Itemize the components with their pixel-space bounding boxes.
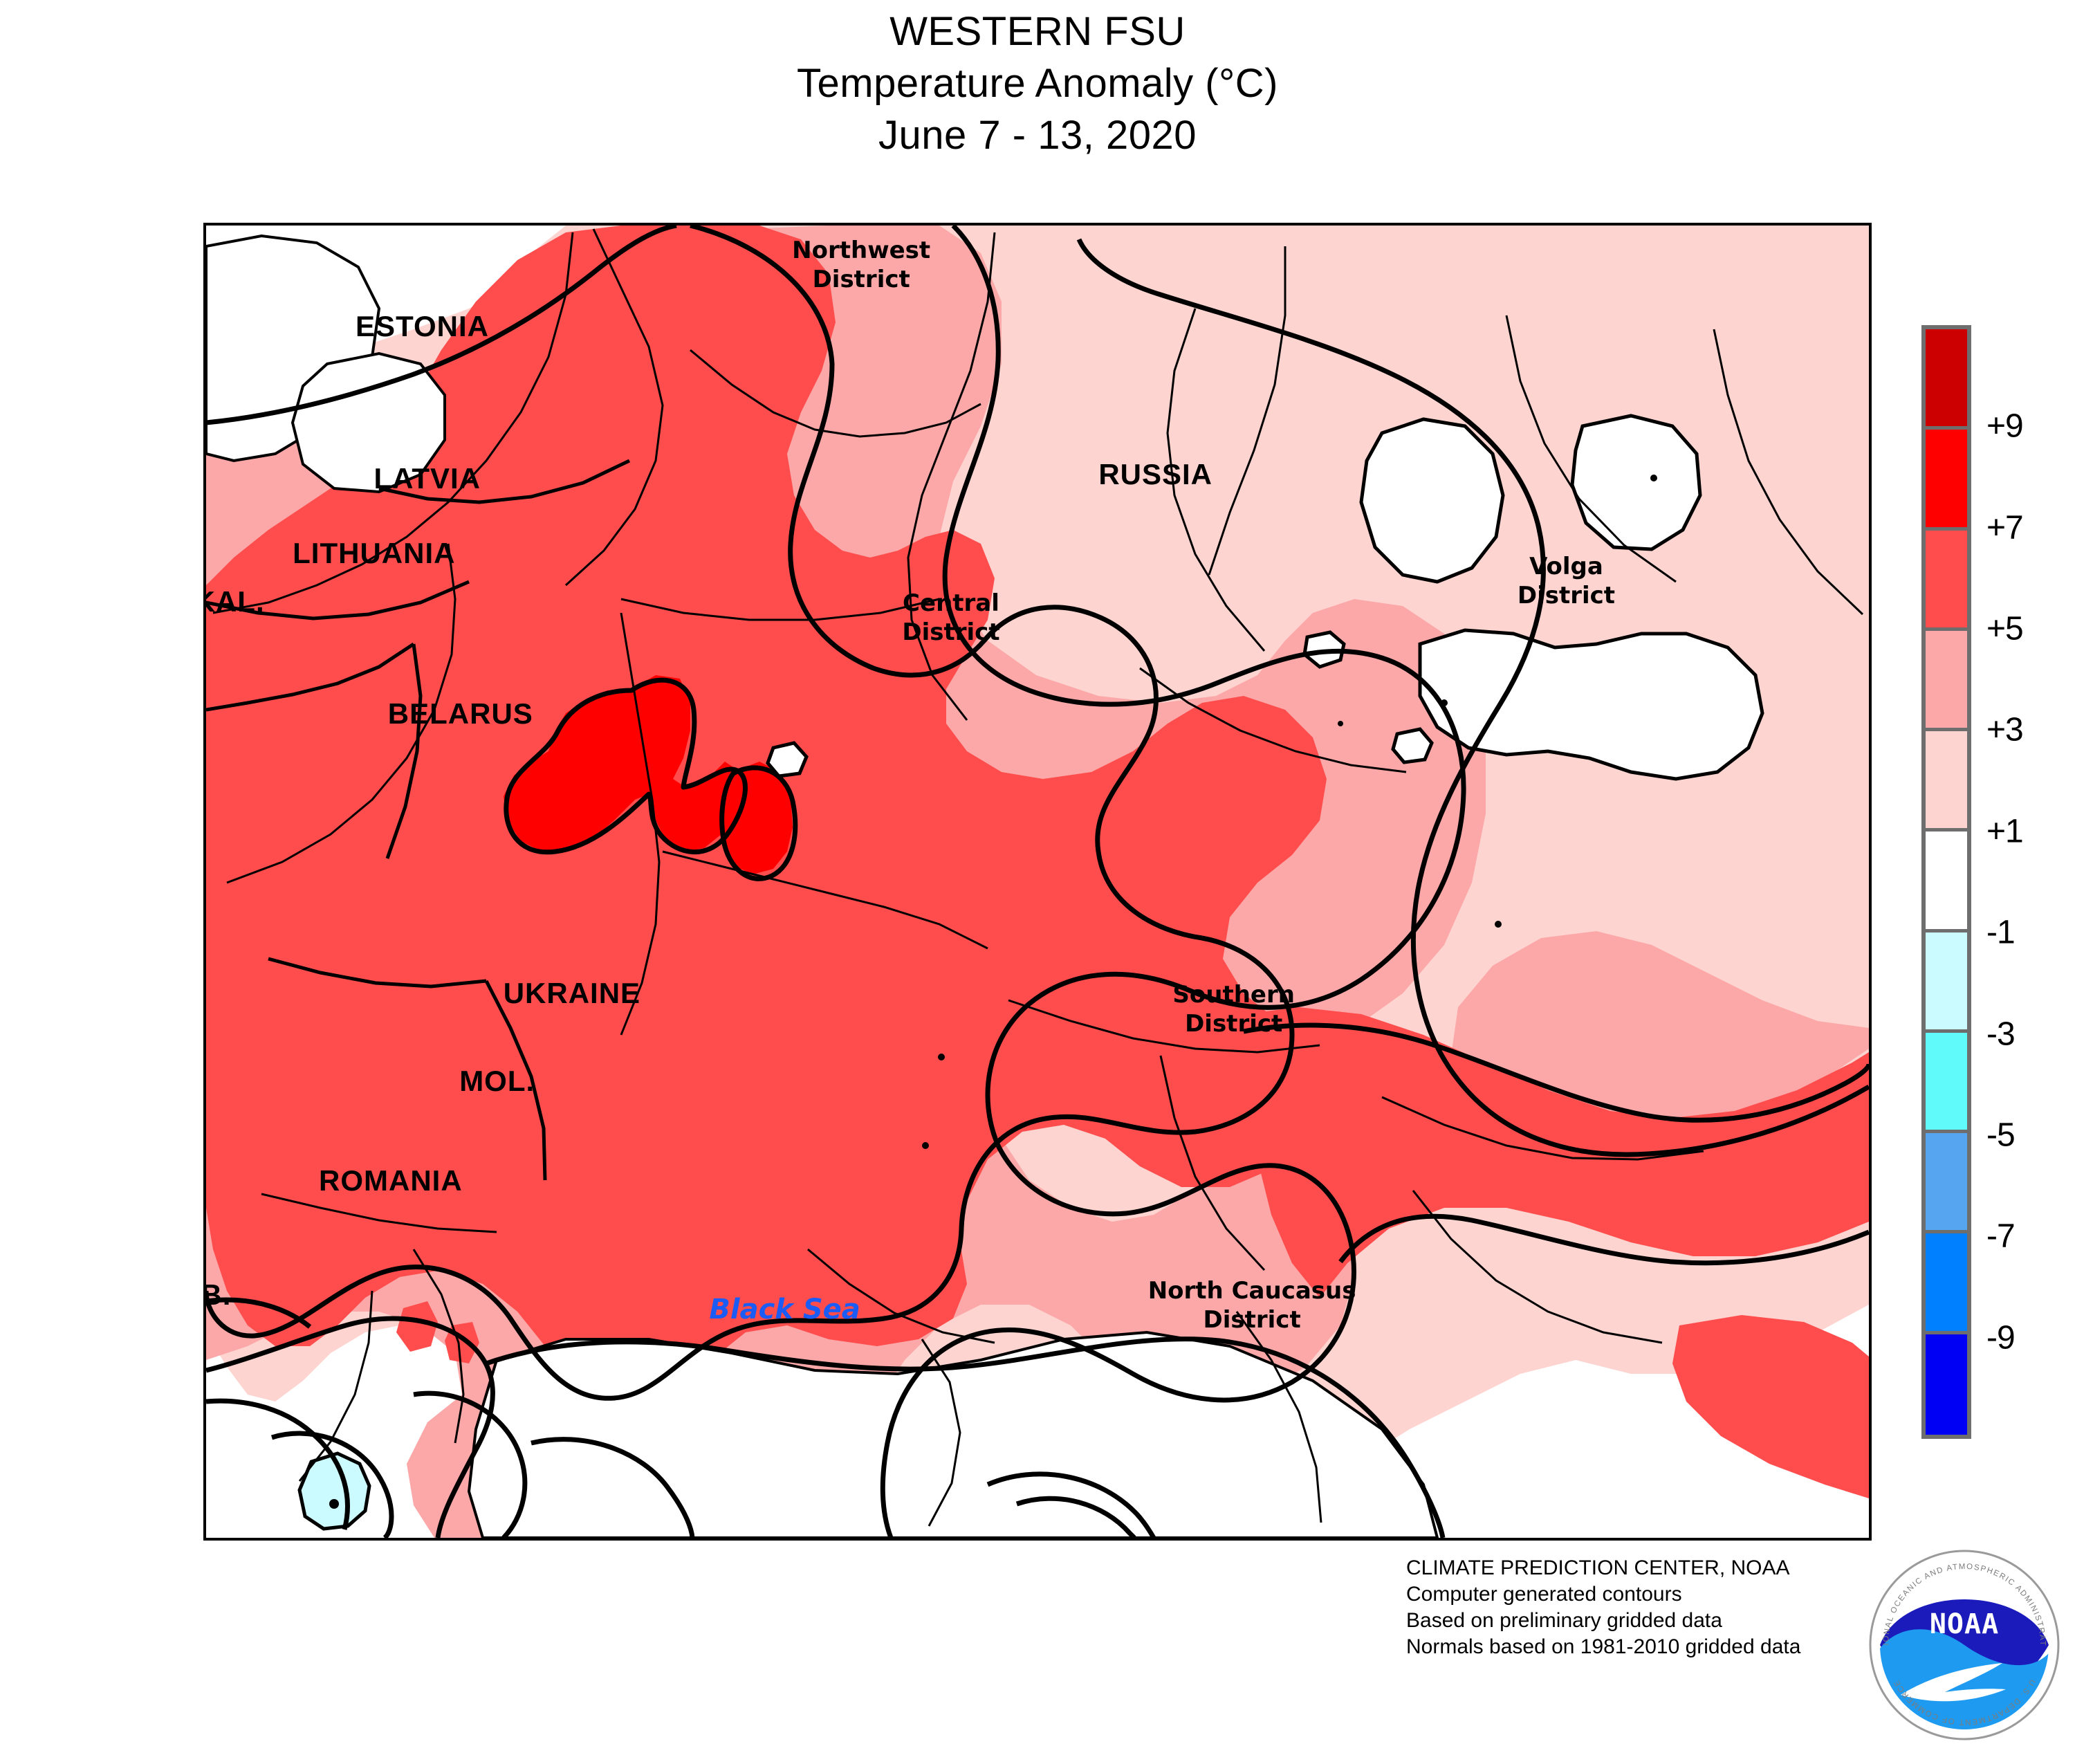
colorbar-band--9-to--7 bbox=[1926, 1233, 1967, 1334]
colorbar-tick-minus5: -5 bbox=[1986, 1117, 2016, 1154]
map-frame[interactable]: ESTONIALATVIALITHUANIAKAL.BELARUSUKRAINE… bbox=[203, 223, 1872, 1541]
colorbar-tick-plus3: +3 bbox=[1986, 711, 2024, 748]
title-block: WESTERN FSU Temperature Anomaly (°C) Jun… bbox=[0, 6, 2075, 161]
colorbar[interactable] bbox=[1921, 325, 1971, 1439]
footer-line-2: Computer generated contours bbox=[1406, 1583, 1682, 1606]
colorbar-tick-plus1: +1 bbox=[1986, 813, 2024, 850]
footer-line-3: Based on preliminary gridded data bbox=[1406, 1609, 1722, 1632]
colorbar-tick-minus7: -7 bbox=[1986, 1218, 2016, 1255]
title-line-2: Temperature Anomaly (°C) bbox=[797, 61, 1278, 106]
colorbar-band---9 bbox=[1926, 1334, 1967, 1435]
colorbar-tick-labels: +9 +7 +5 +3 +1 -1 -3 -5 -7 -9 bbox=[1986, 325, 2075, 1439]
footer-line-4: Normals based on 1981-2010 gridded data bbox=[1406, 1635, 1801, 1658]
title-line-3: June 7 - 13, 2020 bbox=[878, 113, 1197, 158]
colorbar-band--3-to--1 bbox=[1926, 932, 1967, 1033]
noaa-logo-center-text: NOAA bbox=[1930, 1608, 1999, 1640]
colorbar-tick-plus7: +7 bbox=[1986, 509, 2024, 546]
colorbar-band--1-to-+1 bbox=[1926, 832, 1967, 932]
colorbar-tick-plus9: +9 bbox=[1986, 407, 2024, 445]
title-line-1: WESTERN FSU bbox=[889, 9, 1186, 54]
colorbar-band-+5-to-+7 bbox=[1926, 530, 1967, 631]
noaa-logo-icon: NOAA NATIONAL OCEANIC AND ATMOSPHERIC AD… bbox=[1861, 1541, 2061, 1742]
footer-line-1: CLIMATE PREDICTION CENTER, NOAA bbox=[1406, 1556, 1790, 1579]
anomaly-map bbox=[206, 226, 1869, 1538]
colorbar-band--+9 bbox=[1926, 329, 1967, 430]
colorbar-tick-minus3: -3 bbox=[1986, 1016, 2016, 1053]
colorbar-tick-plus5: +5 bbox=[1986, 610, 2024, 647]
footer-credits: CLIMATE PREDICTION CENTER, NOAA Computer… bbox=[1406, 1555, 1849, 1660]
colorbar-band-+1-to-+3 bbox=[1926, 731, 1967, 832]
colorbar-tick-minus1: -1 bbox=[1986, 914, 2016, 951]
colorbar-band--7-to--5 bbox=[1926, 1133, 1967, 1234]
colorbar-tick-minus9: -9 bbox=[1986, 1319, 2016, 1357]
colorbar-band-+3-to-+5 bbox=[1926, 630, 1967, 732]
colorbar-band-+7-to-+9 bbox=[1926, 430, 1967, 531]
colorbar-band--5-to--3 bbox=[1926, 1032, 1967, 1134]
